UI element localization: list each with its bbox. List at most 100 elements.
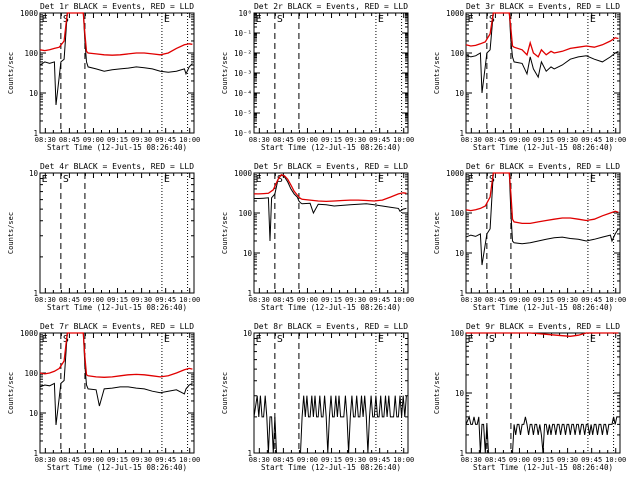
marker-label: E bbox=[42, 174, 48, 185]
x-tick-label: 09:15 bbox=[107, 136, 128, 144]
plot-frame bbox=[253, 12, 409, 134]
plot-frame bbox=[465, 332, 621, 454]
x-tick-label: 08:45 bbox=[59, 296, 80, 304]
marker-label: S bbox=[277, 334, 283, 345]
y-tick-label: 1000 bbox=[20, 9, 39, 18]
marker-label: E bbox=[378, 14, 384, 25]
x-tick-label: 10:00 bbox=[179, 296, 200, 304]
x-tick-label: 08:30 bbox=[35, 296, 56, 304]
plot-frame bbox=[253, 172, 409, 294]
x-tick-label: 09:45 bbox=[155, 456, 176, 464]
x-tick-label: 09:45 bbox=[581, 136, 602, 144]
y-tick-label: 10 bbox=[29, 89, 39, 98]
y-tick-label: 1000 bbox=[446, 169, 465, 178]
x-tick-label: 08:30 bbox=[461, 136, 482, 144]
marker-label: E bbox=[590, 14, 596, 25]
x-axis-label: Start Time (12-Jul-15 08:26:40) bbox=[473, 143, 613, 152]
series-line-events bbox=[465, 12, 619, 94]
x-tick-label: 09:30 bbox=[345, 456, 366, 464]
marker-label: S bbox=[277, 14, 283, 25]
x-tick-label: 09:15 bbox=[533, 296, 554, 304]
series-line-lld bbox=[39, 332, 193, 378]
series-line-events bbox=[253, 395, 407, 454]
series-line-lld bbox=[254, 174, 407, 203]
x-axis-label: Start Time (12-Jul-15 08:26:40) bbox=[47, 303, 187, 312]
y-tick-label: 1 bbox=[459, 449, 464, 458]
y-tick-label: 1000 bbox=[234, 169, 253, 178]
y-axis-label: Counts/sec bbox=[433, 52, 441, 94]
x-axis-label: Start Time (12-Jul-15 08:26:40) bbox=[473, 303, 613, 312]
x-tick-label: 08:45 bbox=[273, 296, 294, 304]
x-tick-label: 08:45 bbox=[485, 456, 506, 464]
y-axis-label: Counts/sec bbox=[221, 52, 229, 94]
marker-label: S bbox=[63, 14, 69, 25]
x-tick-label: 09:45 bbox=[581, 296, 602, 304]
x-tick-label: 10:00 bbox=[393, 296, 414, 304]
x-tick-label: 10:00 bbox=[393, 456, 414, 464]
x-tick-label: 09:00 bbox=[297, 136, 318, 144]
y-tick-label: 1 bbox=[247, 289, 252, 298]
marker-label: E bbox=[256, 334, 262, 345]
marker-label: E bbox=[378, 334, 384, 345]
y-tick-label: 1 bbox=[247, 449, 252, 458]
x-tick-label: 09:00 bbox=[83, 456, 104, 464]
x-tick-label: 09:15 bbox=[533, 456, 554, 464]
series-line-events bbox=[39, 332, 193, 426]
y-tick-label: 1000 bbox=[446, 9, 465, 18]
x-tick-label: 09:30 bbox=[557, 136, 578, 144]
series-line-lld bbox=[39, 12, 193, 56]
plot-frame bbox=[39, 332, 195, 454]
y-tick-label: 1 bbox=[459, 289, 464, 298]
marker-label: E bbox=[164, 334, 170, 345]
x-tick-label: 09:00 bbox=[297, 456, 318, 464]
y-tick-label: 10 bbox=[455, 389, 465, 398]
x-tick-label: 09:00 bbox=[509, 136, 530, 144]
x-tick-label: 09:15 bbox=[321, 456, 342, 464]
plot-frame bbox=[465, 12, 621, 134]
panel-title: Det 5r BLACK = Events, RED = LLD bbox=[254, 162, 408, 171]
y-tick-label: 10 bbox=[455, 249, 465, 258]
marker-label: S bbox=[63, 334, 69, 345]
panel-title: Det 8r BLACK = Events, RED = LLD bbox=[254, 322, 408, 331]
y-axis-label: Counts/sec bbox=[433, 372, 441, 414]
marker-label: S bbox=[277, 174, 283, 185]
series-line-lld bbox=[466, 332, 619, 337]
y-tick-label: 100 bbox=[238, 209, 252, 218]
marker-label: E bbox=[468, 334, 474, 345]
x-tick-label: 08:30 bbox=[461, 296, 482, 304]
y-tick-label: 1000 bbox=[20, 329, 39, 338]
x-tick-label: 09:30 bbox=[345, 296, 366, 304]
x-tick-label: 08:30 bbox=[35, 456, 56, 464]
plot-frame bbox=[39, 12, 195, 134]
y-tick-label: 1 bbox=[33, 449, 38, 458]
x-tick-label: 08:30 bbox=[249, 136, 270, 144]
x-axis-label: Start Time (12-Jul-15 08:26:40) bbox=[47, 143, 187, 152]
panel-title: Det 1r BLACK = Events, RED = LLD bbox=[40, 2, 194, 11]
marker-label: E bbox=[42, 14, 48, 25]
y-axis-label: Counts/sec bbox=[433, 212, 441, 254]
marker-label: E bbox=[164, 174, 170, 185]
x-tick-label: 08:45 bbox=[273, 136, 294, 144]
panel-title: Det 2r BLACK = Events, RED = LLD bbox=[254, 2, 408, 11]
y-tick-label: 10 bbox=[455, 89, 465, 98]
y-tick-label: 10⁻⁶ bbox=[234, 129, 252, 138]
y-axis-label: Counts/sec bbox=[221, 212, 229, 254]
y-tick-label: 10⁻¹ bbox=[234, 29, 252, 38]
x-tick-label: 09:30 bbox=[557, 456, 578, 464]
y-tick-label: 1 bbox=[33, 129, 38, 138]
y-tick-label: 1 bbox=[459, 129, 464, 138]
panel-title: Det 9r BLACK = Events, RED = LLD bbox=[466, 322, 620, 331]
panel-title: Det 7r BLACK = Events, RED = LLD bbox=[40, 322, 194, 331]
y-tick-label: 100 bbox=[450, 49, 464, 58]
series-line-lld bbox=[465, 172, 619, 225]
x-tick-label: 09:00 bbox=[83, 136, 104, 144]
panel-title: Det 6r BLACK = Events, RED = LLD bbox=[466, 162, 620, 171]
y-axis-label: Counts/sec bbox=[7, 52, 15, 94]
y-tick-label: 10 bbox=[29, 409, 39, 418]
marker-label: E bbox=[468, 14, 474, 25]
x-tick-label: 08:45 bbox=[485, 136, 506, 144]
x-tick-label: 09:45 bbox=[369, 136, 390, 144]
marker-label: E bbox=[378, 174, 384, 185]
series-line-events bbox=[39, 12, 193, 106]
